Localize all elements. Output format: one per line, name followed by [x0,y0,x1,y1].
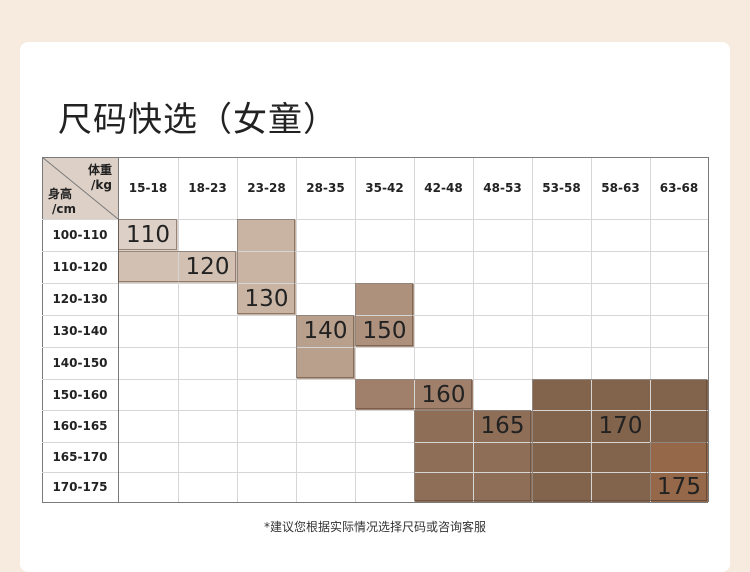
grid-hline [42,410,708,411]
weight-header: 48-53 [483,181,522,195]
weight-header: 18-23 [188,181,227,195]
height-header: 170-175 [52,480,108,494]
height-header: 160-165 [52,419,108,433]
weight-header: 58-63 [601,181,640,195]
weight-label-text: 体重 [87,163,112,177]
weight-header: 53-58 [542,181,581,195]
first-col-border [118,157,119,502]
size-label-160: 160 [421,381,466,408]
height-label-text: 身高 [48,187,73,201]
size-block-130 [237,219,296,315]
size-chart-table: 体重/kg 身高/cm 15-18 18-23 23-28 28-35 35-42 42-48… [42,157,709,503]
height-header: 110-120 [52,260,108,274]
height-header: 140-150 [52,356,108,370]
weight-header: 23-28 [247,181,286,195]
grid-vline [532,157,533,502]
size-label-150: 150 [362,318,407,344]
grid-vline [650,157,651,502]
corner-diagonal [42,157,118,219]
height-header: 100-110 [52,228,108,242]
grid-hline [42,347,708,348]
grid-vline [237,157,238,502]
size-label-165: 165 [480,413,525,439]
height-unit-text: /cm [52,202,76,216]
grid-vline [473,157,474,502]
size-block-110 [118,219,178,251]
height-header: 130-140 [52,324,108,338]
height-header: 120-130 [52,292,108,306]
weight-header: 63-68 [659,181,699,195]
grid-vline [708,157,709,502]
weight-header: 15-18 [128,181,168,195]
size-label-175: 175 [657,474,701,500]
grid-hline [42,157,708,158]
size-label-170: 170 [598,413,643,439]
size-block-120 [118,251,237,283]
grid-hline [42,502,708,503]
grid-hline [42,251,708,252]
page-title: 尺码快选（女童） [58,100,338,140]
height-header: 150-160 [52,387,108,402]
size-label-140: 140 [303,318,348,344]
grid-vline [414,157,415,502]
grid-vline [42,157,43,502]
weight-header: 35-42 [365,181,404,195]
corner-weight-label: 体重/kg [88,163,112,193]
grid-hline [42,283,708,284]
grid-vline [178,157,179,502]
size-label-130: 130 [244,286,289,312]
corner-height-label: 身高/cm [48,187,76,217]
header-border [42,219,708,220]
grid-vline [591,157,592,502]
footnote: *建议您根据实际情况选择尺码或咨询客服 [263,520,486,534]
weight-header: 28-35 [306,181,345,195]
grid-hline [42,442,708,443]
grid-hline [42,379,708,380]
height-header: 165-170 [52,450,108,464]
grid-hline [42,472,708,473]
corner-diagonal-line [42,157,118,219]
weight-header: 42-48 [424,181,463,195]
grid-hline [42,315,708,316]
size-label-110: 110 [126,222,170,248]
weight-unit-text: /kg [91,178,112,192]
size-label-120: 120 [185,254,230,280]
